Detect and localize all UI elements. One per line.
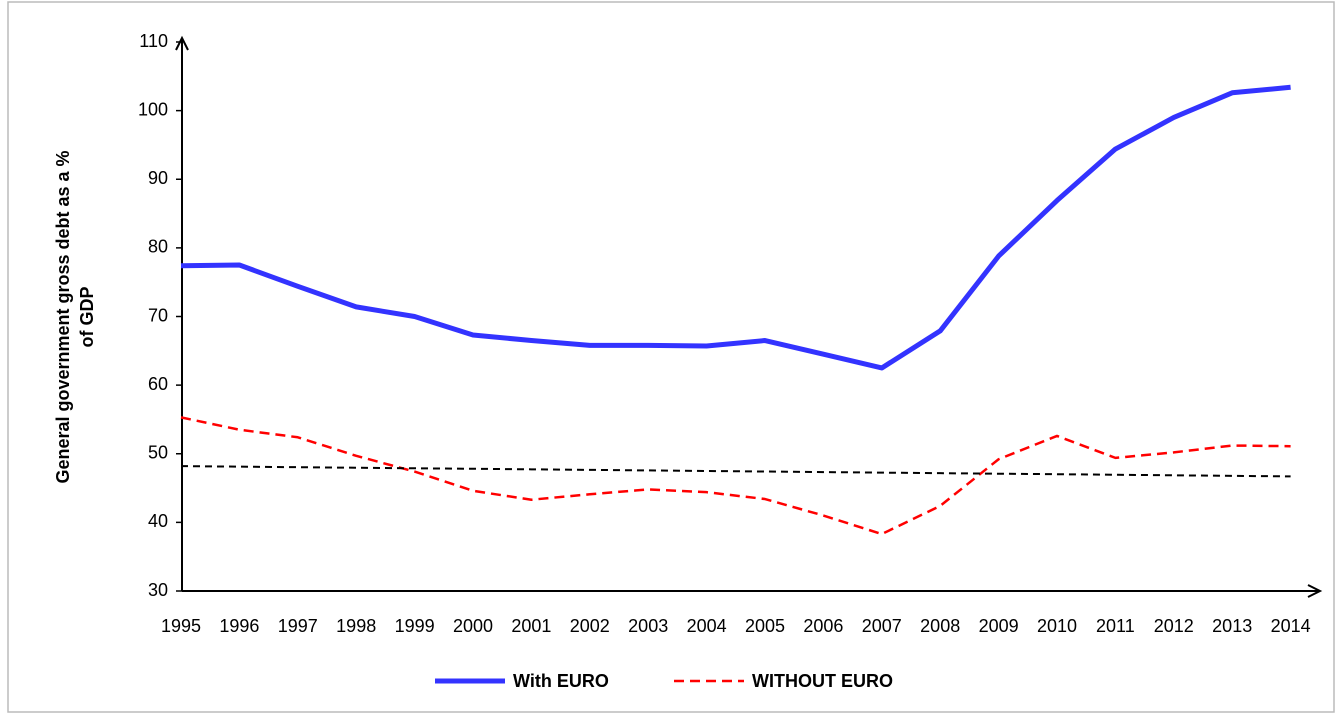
- y-axis-title-line: General government gross debt as a %: [53, 150, 73, 483]
- x-tick-label: 2009: [979, 616, 1019, 636]
- x-tick-label: 2011: [1096, 616, 1135, 636]
- y-axis-arrow: [175, 35, 189, 51]
- line-series: [180, 84, 1291, 371]
- y-axis-title: General government gross debt as a % of …: [53, 150, 97, 483]
- legend-label: WITHOUT EURO: [752, 671, 893, 691]
- y-tick-label: 30: [148, 580, 168, 600]
- x-axis-arrow: [1307, 584, 1323, 598]
- line-series: [180, 416, 1291, 536]
- x-tick-label: 2007: [862, 616, 902, 636]
- legend-label: With EURO: [513, 671, 609, 691]
- y-tick-label: 110: [139, 31, 168, 51]
- y-tick-label: 70: [148, 305, 168, 325]
- y-tick-label: 40: [148, 511, 168, 531]
- x-tick-label: 2001: [511, 616, 551, 636]
- x-tick-label: 1998: [336, 616, 376, 636]
- x-tick-label: 1996: [219, 616, 259, 636]
- x-tick-label: 2013: [1212, 616, 1252, 636]
- x-tick-label: 2000: [453, 616, 493, 636]
- x-tick-label: 2010: [1037, 616, 1077, 636]
- y-axis-title-line: of GDP: [77, 287, 97, 348]
- x-tick-label: 2002: [570, 616, 610, 636]
- chart-frame: [7, 1, 1335, 713]
- line-series: [180, 465, 1291, 478]
- x-tick-label: 2006: [803, 616, 843, 636]
- y-tick-label: 60: [148, 374, 168, 394]
- x-tick-label: 2004: [687, 616, 727, 636]
- x-tick-label: 2012: [1154, 616, 1194, 636]
- x-tick-label: 2014: [1271, 616, 1311, 636]
- y-tick-label: 90: [148, 168, 168, 188]
- y-tick-label: 50: [148, 443, 168, 463]
- y-tick-label: 80: [148, 237, 168, 257]
- x-tick-label: 1997: [278, 616, 318, 636]
- x-tick-label: 2005: [745, 616, 785, 636]
- x-tick-label: 1999: [395, 616, 435, 636]
- x-tick-label: 2003: [628, 616, 668, 636]
- y-tick-label: 100: [138, 99, 168, 119]
- x-tick-label: 1995: [161, 616, 201, 636]
- x-tick-label: 2008: [920, 616, 960, 636]
